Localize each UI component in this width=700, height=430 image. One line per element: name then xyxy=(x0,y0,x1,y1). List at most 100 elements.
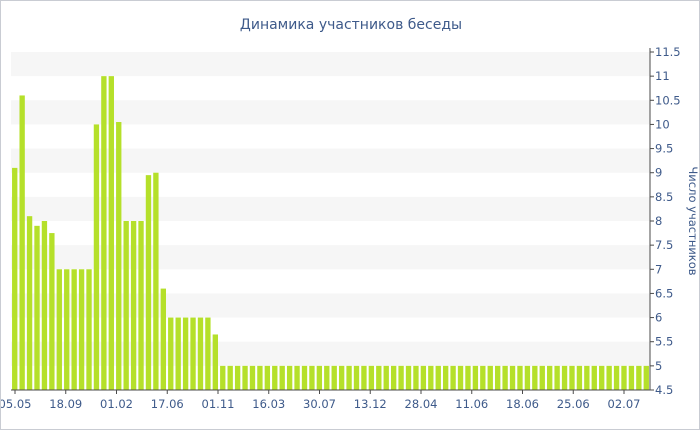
bar xyxy=(547,365,553,390)
bar xyxy=(286,365,293,390)
bar xyxy=(272,365,278,390)
bar xyxy=(279,365,285,390)
bar xyxy=(130,221,137,390)
x-tick-label: 02.07 xyxy=(608,397,641,411)
bar xyxy=(64,269,70,390)
bar xyxy=(643,365,649,390)
y-tick-label: 5 xyxy=(655,359,662,373)
y-axis-label: Число участников xyxy=(686,166,699,275)
bar xyxy=(309,365,315,390)
bar xyxy=(576,365,583,390)
x-tick-label: 25.06 xyxy=(557,397,590,411)
bar xyxy=(175,317,181,390)
bar xyxy=(465,365,471,390)
bar xyxy=(376,365,382,390)
bar xyxy=(249,365,256,390)
y-tick-label: 8.5 xyxy=(655,190,673,204)
bar xyxy=(628,365,635,390)
x-tick-label: 30.07 xyxy=(303,397,336,411)
y-tick-label: 6.5 xyxy=(655,286,673,300)
bar xyxy=(264,365,271,390)
x-tick-label: 18.09 xyxy=(49,397,82,411)
bar xyxy=(93,124,100,390)
bar xyxy=(554,365,560,390)
bar xyxy=(636,365,642,390)
y-tick-label: 5.5 xyxy=(655,335,673,349)
bar xyxy=(220,365,226,390)
bar xyxy=(361,365,367,390)
x-tick-label: 11.06 xyxy=(455,397,488,411)
bar xyxy=(383,365,389,390)
bar xyxy=(205,317,211,390)
bar xyxy=(190,317,196,390)
bar xyxy=(168,317,174,390)
bar xyxy=(138,221,144,390)
bar xyxy=(324,365,330,390)
bar xyxy=(316,365,323,390)
grid-band xyxy=(11,100,650,125)
bar xyxy=(123,221,129,390)
x-tick-label: 28.04 xyxy=(405,397,438,411)
y-tick-label: 6 xyxy=(655,311,662,325)
y-tick-label: 9 xyxy=(655,166,662,180)
bar xyxy=(428,365,434,390)
bar xyxy=(108,76,114,391)
x-tick-labels: 05.05 18.09 01.02 17.06 01.11 16.03 30.07 13.12… xyxy=(1,397,640,411)
bar xyxy=(502,365,508,390)
y-tick-label: 4.5 xyxy=(655,383,673,397)
bar xyxy=(450,365,456,390)
bar xyxy=(346,365,352,390)
x-tick-label: 16.03 xyxy=(252,397,285,411)
bar xyxy=(517,365,523,390)
bar xyxy=(242,365,248,390)
y-tick-label: 7.5 xyxy=(655,238,673,252)
bar xyxy=(487,365,493,390)
grid-band xyxy=(11,341,650,366)
axes xyxy=(11,48,654,394)
y-tick-labels: 4.5 5 5.5 6 6.5 7 7.5 8 8.5 9 9.5 10 10.5 11 11.5 xyxy=(655,45,681,397)
y-tick-label: 11 xyxy=(655,69,670,83)
bar xyxy=(569,365,575,390)
chart-title: Динамика участников беседы xyxy=(240,17,462,33)
bar xyxy=(49,233,55,390)
bar xyxy=(539,365,545,390)
bar xyxy=(413,365,419,390)
y-tick-label: 7 xyxy=(655,262,662,276)
bar xyxy=(19,95,25,390)
bar xyxy=(227,365,233,390)
bar xyxy=(294,365,300,390)
x-tick-label: 18.06 xyxy=(506,397,539,411)
grid-band xyxy=(11,196,650,221)
y-tick-label: 11.5 xyxy=(655,45,681,59)
bar xyxy=(532,365,538,390)
bar xyxy=(234,365,241,390)
grid-band xyxy=(11,52,650,77)
bar xyxy=(182,317,189,390)
grid-band xyxy=(11,245,650,270)
bar xyxy=(613,365,620,390)
grid-band xyxy=(11,148,650,173)
bar xyxy=(86,269,92,390)
bar xyxy=(353,365,360,390)
x-tick-label: 13.12 xyxy=(354,397,387,411)
bar xyxy=(591,365,597,390)
bar xyxy=(472,365,479,390)
bar xyxy=(212,334,219,390)
y-tick-label: 8 xyxy=(655,214,662,228)
x-tick-label: 01.11 xyxy=(202,397,235,411)
bar xyxy=(145,175,152,390)
bar xyxy=(495,365,501,390)
x-tick-label: 17.06 xyxy=(151,397,184,411)
grid-bands xyxy=(11,52,650,366)
bar xyxy=(153,172,159,390)
bar xyxy=(331,365,337,390)
bar xyxy=(599,365,605,390)
bar xyxy=(509,365,516,390)
bar xyxy=(398,365,404,390)
bar xyxy=(26,216,33,390)
x-tick-label: 05.05 xyxy=(1,397,31,411)
bar xyxy=(420,365,427,390)
bar xyxy=(101,76,107,391)
